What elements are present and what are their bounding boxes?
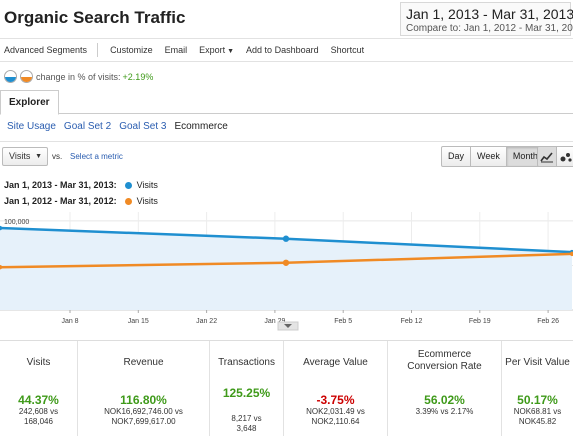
stat-value: 50.17% — [517, 393, 558, 407]
data-point — [282, 235, 290, 242]
chevron-down-icon: ▼ — [227, 48, 235, 55]
segment-dot-icon[interactable] — [4, 70, 17, 83]
x-tick-label: Feb 19 — [469, 318, 491, 325]
segment-change-label: change in % of visits: — [36, 71, 121, 82]
stat-label: Revenue — [123, 357, 164, 368]
primary-date-range: Jan 1, 2013 - Mar 31, 2013 — [406, 6, 573, 22]
legend-metric: Visits — [136, 196, 158, 206]
stat-column: Transactions 125.25% 8,217 vs 3,648 — [210, 341, 284, 436]
subtab-goal-set-3[interactable]: Goal Set 3 — [119, 121, 167, 132]
chevron-down-icon — [284, 324, 292, 328]
stat-value: 56.02% — [424, 393, 465, 407]
metric-select-label: Visits — [9, 151, 31, 161]
tab-bar: Explorer — [0, 90, 573, 115]
legend-item: Jan 1, 2012 - Mar 31, 2012: Visits — [4, 196, 158, 206]
stat-label: Per Visit Value — [505, 357, 570, 368]
data-point — [569, 251, 573, 257]
stats-summary: Visits 44.37% 242,608 vs 168,046 Revenue 116… — [0, 340, 573, 436]
shortcut-button[interactable]: Shortcut — [330, 45, 365, 55]
section-divider — [0, 141, 573, 142]
x-tick-label: Feb 5 — [334, 318, 352, 325]
chevron-down-icon: ▼ — [35, 153, 42, 160]
stat-value: 125.25% — [222, 386, 271, 400]
export-label: Export — [199, 45, 226, 55]
toolbar-divider — [97, 43, 99, 57]
legend-range: Jan 1, 2013 - Mar 31, 2013: — [4, 180, 117, 190]
customize-button[interactable]: Customize — [110, 45, 153, 55]
stat-column: Per Visit Value 50.17% NOK68.81 vs NOK45.8… — [502, 341, 573, 436]
select-metric-link[interactable]: Select a metric — [70, 152, 123, 161]
compare-label: Compare to: — [406, 23, 462, 34]
segment-change-value: +2.19% — [122, 71, 154, 82]
stat-value: -3.75% — [316, 393, 355, 407]
chart-type-group — [537, 146, 573, 167]
stat-value: 116.80% — [120, 393, 167, 407]
stat-column: Ecommerce Conversion Rate 56.02% 3.39% vs … — [388, 341, 502, 436]
stat-column: Average Value -3.75% NOK2,031.49 vs NOK2,1… — [284, 341, 388, 436]
day-button[interactable]: Day — [441, 146, 472, 167]
stat-detail: NOK68.81 vs NOK45.82 — [513, 407, 562, 426]
legend-item: Jan 1, 2013 - Mar 31, 2013: Visits — [4, 180, 158, 190]
vs-label: vs. — [52, 152, 63, 161]
legend-dot — [124, 181, 132, 189]
motion-chart-icon[interactable] — [556, 146, 573, 167]
stat-label: Average Value — [303, 357, 368, 368]
stat-column: Visits 44.37% 242,608 vs 168,046 — [0, 341, 78, 436]
stat-detail: NOK16,692,746.00 vs NOK7,699,617.00 — [104, 407, 183, 426]
tab-explorer[interactable]: Explorer — [0, 90, 59, 115]
subtab-goal-set-2[interactable]: Goal Set 2 — [63, 121, 112, 132]
y-tick-label: 100,000 — [4, 219, 29, 226]
data-point — [282, 259, 290, 266]
x-tick-label: Jan 8 — [61, 318, 78, 325]
x-tick-label: Jan 29 — [264, 318, 285, 325]
data-point — [0, 225, 3, 231]
subtab-ecommerce[interactable]: Ecommerce — [174, 121, 228, 132]
series-area — [0, 228, 572, 310]
x-tick-label: Jan 15 — [128, 318, 149, 325]
x-tick-label: Jan 22 — [196, 318, 217, 325]
metric-select[interactable]: Visits ▼ — [2, 147, 48, 166]
legend-dot — [124, 197, 132, 205]
date-range-picker[interactable]: Jan 1, 2013 - Mar 31, 2013▼ Compare to: … — [400, 2, 573, 36]
segment-summary: change in % of visits: +2.19% — [4, 70, 153, 83]
add-to-dashboard-button[interactable]: Add to Dashboard — [246, 45, 319, 55]
legend-range: Jan 1, 2012 - Mar 31, 2012: — [4, 196, 117, 206]
stat-detail: NOK2,031.49 vs NOK2,110.64 — [306, 407, 365, 426]
x-tick-label: Feb 26 — [537, 318, 559, 325]
data-point — [0, 265, 3, 270]
stat-value: 44.37% — [18, 393, 59, 407]
report-toolbar: Advanced Segments Customize Email Export… — [0, 38, 573, 62]
explorer-subtabs: Site Usage Goal Set 2 Goal Set 3 Ecommer… — [7, 121, 236, 132]
stat-detail: 8,217 vs 3,648 — [231, 414, 262, 433]
line-chart-icon[interactable] — [537, 146, 557, 167]
stat-label: Transactions — [218, 357, 275, 368]
stat-column: Revenue 116.80% NOK16,692,746.00 vs NOK7,6… — [78, 341, 210, 436]
legend-metric: Visits — [136, 180, 158, 190]
subtab-site-usage[interactable]: Site Usage — [7, 121, 56, 132]
granularity-group: Day Week Month — [441, 146, 545, 167]
week-button[interactable]: Week — [470, 146, 507, 167]
export-button[interactable]: Export ▼ — [193, 45, 240, 55]
stat-detail: 242,608 vs 168,046 — [18, 407, 59, 426]
stat-label: Ecommerce Conversion Rate — [407, 349, 482, 372]
x-tick-label: Feb 12 — [401, 318, 423, 325]
segment-dot-icon[interactable] — [20, 70, 33, 83]
compare-date-range: Jan 1, 2012 - Mar 31, 2012 — [463, 23, 573, 34]
advanced-segments-button[interactable]: Advanced Segments — [4, 45, 88, 55]
stat-detail: 3.39% vs 2.17% — [415, 407, 474, 416]
email-button[interactable]: Email — [164, 45, 188, 55]
stat-label: Visits — [26, 357, 51, 368]
page-title: Organic Search Traffic — [4, 8, 186, 27]
